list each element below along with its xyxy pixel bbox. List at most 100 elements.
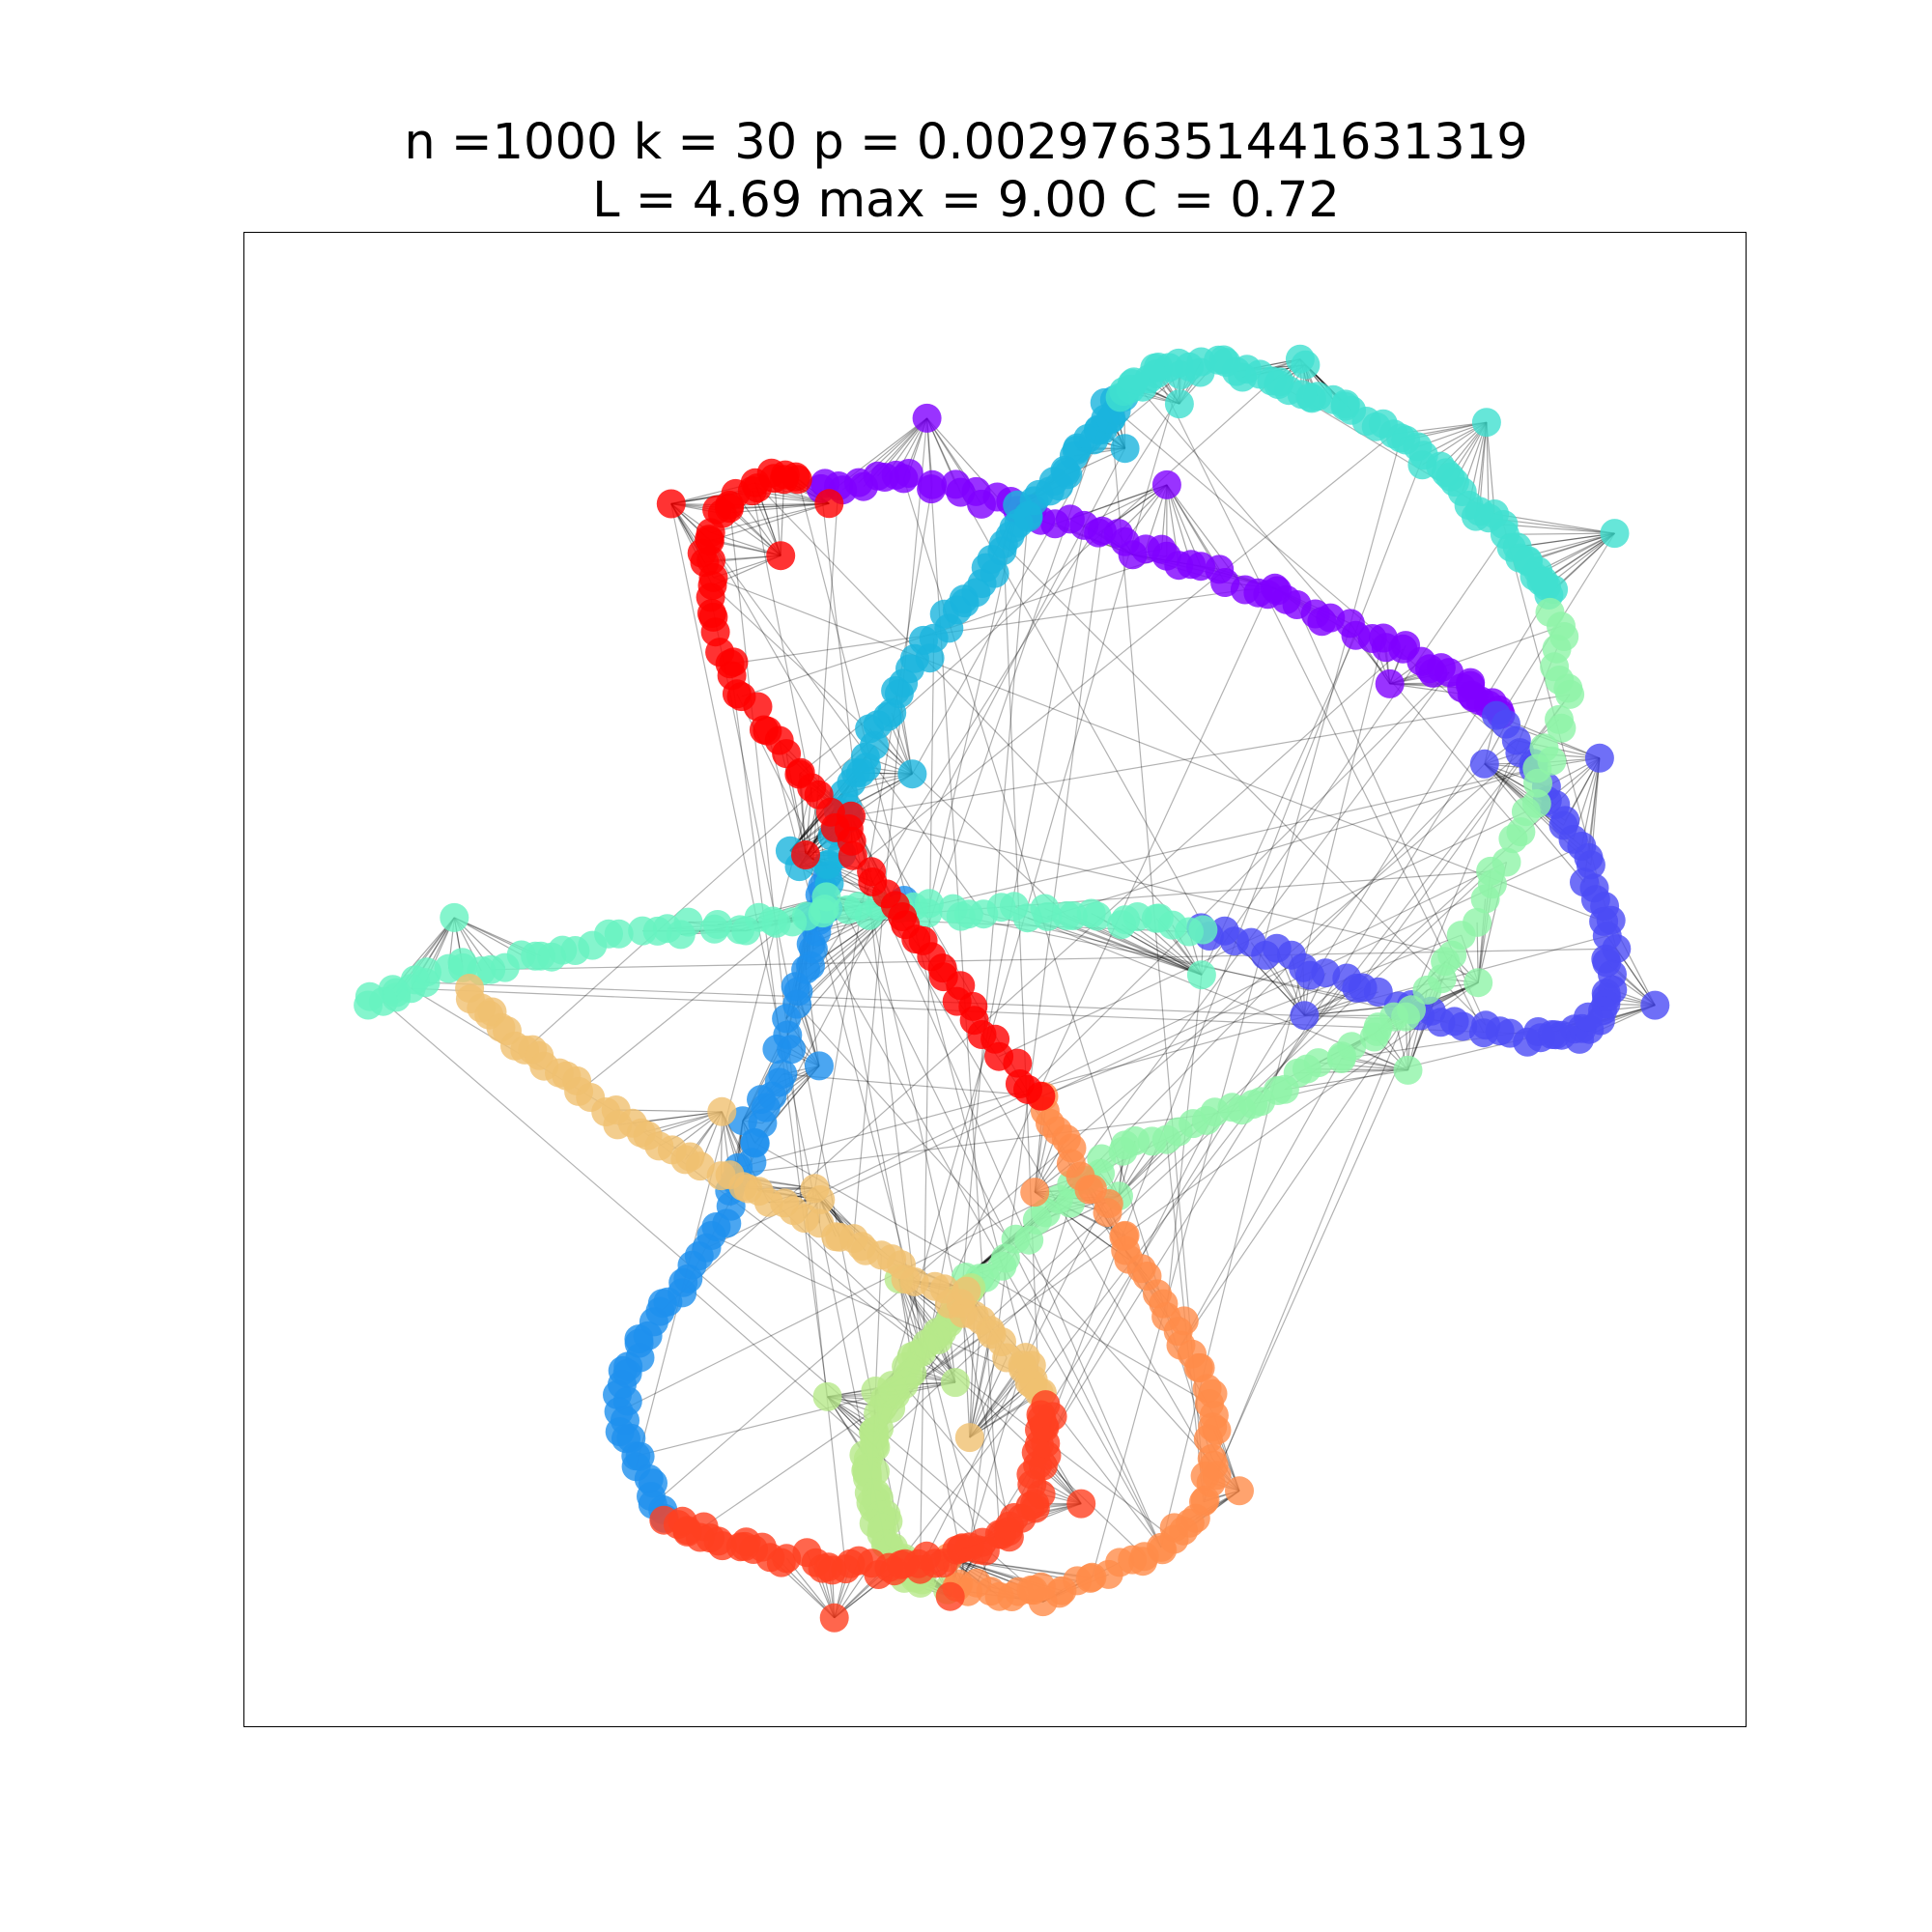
graph-node: [1362, 1016, 1392, 1046]
graph-node: [1164, 389, 1194, 419]
graph-node: [758, 906, 788, 936]
graph-node: [1469, 749, 1499, 779]
graph-edge: [969, 1357, 1008, 1438]
graph-edge: [578, 433, 1394, 1093]
graph-edge: [853, 417, 928, 1239]
graph-edge: [903, 1384, 1015, 1519]
graph-node: [954, 1532, 984, 1562]
graph-edge: [1047, 767, 1538, 918]
graph-node: [1028, 1587, 1058, 1617]
plot-frame: [243, 232, 1747, 1727]
graph-node: [954, 1423, 984, 1453]
graph-node: [938, 894, 968, 923]
graph-node: [762, 1035, 792, 1064]
graph-edge: [636, 787, 812, 1467]
graph-node: [1463, 968, 1493, 998]
graph-node: [812, 1381, 842, 1411]
graph-edge: [491, 948, 1617, 971]
graph-node: [819, 1603, 849, 1633]
graph-node: [1412, 975, 1442, 1005]
graph-node: [940, 1368, 970, 1398]
graph-edge: [898, 694, 1571, 1562]
graph-node: [1291, 350, 1321, 380]
graph-node: [1110, 434, 1140, 464]
edge-layer: [383, 358, 1656, 1619]
graph-node: [1498, 824, 1528, 854]
chart-title: n =1000 k = 30 p = 0.002976351441631319 …: [0, 114, 1932, 230]
graph-edge: [729, 588, 1245, 665]
graph-node: [434, 953, 464, 983]
graph-node: [1640, 990, 1670, 1020]
graph-node: [1574, 1002, 1603, 1032]
graph-edge: [873, 870, 1492, 1446]
graph-node: [1093, 1198, 1122, 1228]
graph-edge: [703, 1329, 991, 1527]
graph-edge: [754, 482, 1190, 932]
graph-edge: [636, 1390, 895, 1457]
graph-node: [1393, 1055, 1423, 1085]
graph-node: [749, 715, 779, 745]
graph-node: [800, 1174, 830, 1204]
graph-edge: [850, 694, 1571, 817]
graph-edge: [911, 410, 1118, 775]
graph-node: [1471, 408, 1501, 438]
graph-edge: [709, 502, 830, 542]
graph-edge: [1517, 532, 1615, 548]
graph-node: [1584, 743, 1614, 773]
graph-edge: [1284, 1069, 1408, 1091]
title-line-2: L = 4.69 max = 9.00 C = 0.72: [592, 172, 1340, 229]
graph-node: [440, 902, 469, 932]
graph-edge: [1503, 524, 1615, 534]
graph-edge: [709, 540, 984, 915]
graph-node: [766, 541, 796, 571]
graph-node: [1151, 469, 1181, 499]
graph-edge: [1121, 923, 1203, 976]
graph-edge: [1027, 671, 1450, 1091]
graph-edge: [926, 527, 1015, 914]
node-layer: [354, 344, 1670, 1633]
graph-edge: [969, 1315, 976, 1438]
graph-edge: [1486, 422, 1495, 515]
graph-node: [897, 759, 927, 789]
graph-edge: [960, 916, 1412, 1010]
graph-node: [894, 459, 923, 488]
graph-edge: [729, 502, 830, 506]
graph-node: [731, 916, 761, 946]
graph-edge: [713, 577, 1605, 923]
graph-node: [656, 489, 686, 519]
graph-edge: [712, 584, 1067, 917]
graph-edge: [652, 719, 1560, 1505]
graph-edge: [1179, 1058, 1343, 1346]
graph-node: [1547, 713, 1577, 743]
title-line-1: n =1000 k = 30 p = 0.002976351441631319: [404, 114, 1528, 171]
graph-edge: [815, 931, 1162, 1548]
graph-node: [1066, 1489, 1096, 1519]
graph-node: [833, 895, 863, 924]
graph-node: [354, 990, 384, 1020]
graph-edge: [1203, 961, 1446, 1503]
graph-edge: [736, 694, 1162, 1548]
graph-edge: [425, 981, 1455, 1022]
graph-node: [1555, 679, 1585, 709]
graph-node: [805, 1051, 834, 1081]
graph-node: [1186, 960, 1216, 990]
graph-node: [1225, 1476, 1254, 1506]
graph-node: [1470, 884, 1500, 914]
graph-edge: [1216, 648, 1558, 1476]
graph-node: [935, 1581, 965, 1611]
graph-edge: [711, 1235, 1034, 1380]
graph-node: [1111, 1236, 1141, 1265]
graph-edge: [969, 530, 1103, 1548]
graph-node: [1037, 1402, 1067, 1432]
graph-node: [1375, 668, 1405, 698]
graph-node: [1260, 573, 1290, 603]
graph-edge: [955, 1203, 1071, 1588]
graph-node: [707, 1096, 737, 1126]
graph-edge: [820, 845, 1582, 1201]
graph-edge: [814, 484, 933, 1189]
graph-node: [791, 840, 820, 869]
graph-edge: [969, 1330, 991, 1438]
graph-edge: [1527, 532, 1615, 563]
graph-node: [918, 469, 948, 499]
